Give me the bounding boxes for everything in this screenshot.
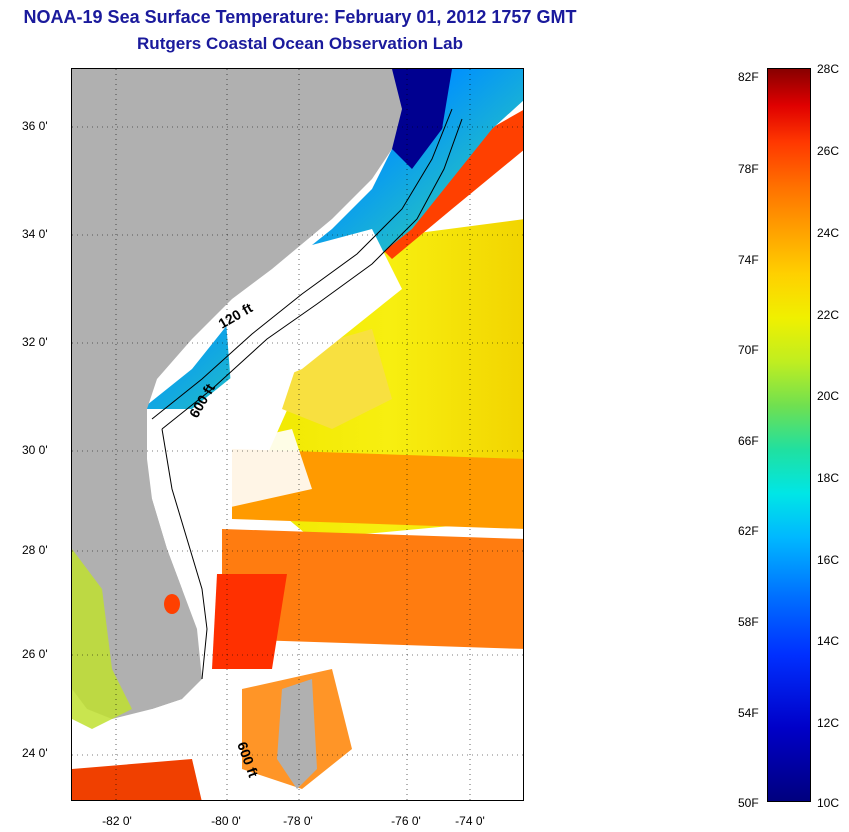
lat-label-34: 34 0': [22, 227, 48, 241]
colorbar-c-16: 16C: [817, 553, 840, 567]
florida-gulf-coast-water: [72, 549, 132, 729]
lon-label-78: -78 0': [283, 814, 313, 828]
lon-label-76: -76 0': [391, 814, 421, 828]
lat-label-28: 28 0': [22, 543, 48, 557]
colorbar-f-54: 54F: [738, 706, 759, 720]
lon-label-74: -74 0': [455, 814, 485, 828]
lake-okeechobee: [164, 594, 180, 614]
colorbar-c-10: 10C: [817, 796, 840, 810]
lat-label-26: 26 0': [22, 647, 48, 661]
lat-label-24: 24 0': [22, 746, 48, 760]
map-subtitle: Rutgers Coastal Ocean Observation Lab: [137, 34, 463, 53]
southern-warm-band: [222, 529, 523, 649]
andros-island: [277, 679, 317, 789]
colorbar-f-62: 62F: [738, 524, 759, 538]
lon-label-80: -80 0': [211, 814, 241, 828]
temperature-colorbar: [767, 68, 811, 802]
lat-label-32: 32 0': [22, 335, 48, 349]
florida-current: [212, 574, 287, 669]
colorbar-c-26: 26C: [817, 144, 840, 158]
lat-label-30: 30 0': [22, 443, 48, 457]
isobath-florida: [161, 428, 208, 680]
colorbar-f-58: 58F: [738, 615, 759, 629]
colorbar-c-14: 14C: [817, 634, 840, 648]
colorbar-f-82: 82F: [738, 70, 759, 84]
colorbar-c-28: 28C: [817, 62, 840, 76]
sst-map: 120 ft 600 ft 600 ft: [71, 68, 524, 801]
cloud-patch: [372, 669, 523, 789]
map-title: NOAA-19 Sea Surface Temperature: Februar…: [23, 7, 577, 27]
colorbar-c-20: 20C: [817, 389, 840, 403]
cloud-patch: [202, 429, 312, 509]
lon-label-82: -82 0': [102, 814, 132, 828]
colorbar-c-18: 18C: [817, 471, 840, 485]
colorbar-c-22: 22C: [817, 308, 840, 322]
warm-patch-south-2: [72, 759, 202, 800]
colorbar-f-66: 66F: [738, 434, 759, 448]
colorbar-f-70: 70F: [738, 343, 759, 357]
isobath-120ft: [151, 108, 453, 420]
colorbar-c-12: 12C: [817, 716, 840, 730]
isobath-600ft: [161, 118, 463, 430]
colorbar-f-74: 74F: [738, 253, 759, 267]
colorbar-f-78: 78F: [738, 162, 759, 176]
lat-label-36: 36 0': [22, 119, 48, 133]
colorbar-c-24: 24C: [817, 226, 840, 240]
colorbar-f-50: 50F: [738, 796, 759, 810]
